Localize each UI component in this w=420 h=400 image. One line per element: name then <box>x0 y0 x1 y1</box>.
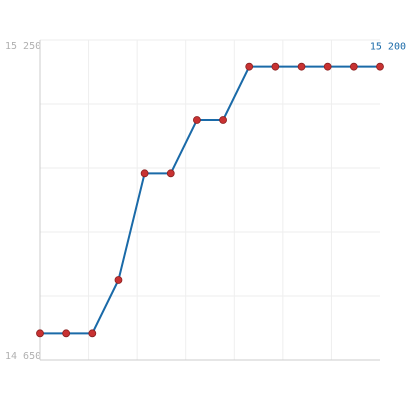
point <box>219 116 227 124</box>
value-label: 15 200 <box>370 42 406 53</box>
point <box>349 62 358 71</box>
y-tick-label: 15 250 <box>5 41 41 52</box>
point <box>36 329 44 338</box>
point <box>140 169 149 178</box>
point <box>88 329 97 338</box>
y-tick-label: 14 650 <box>5 351 41 362</box>
point <box>166 169 175 178</box>
point <box>62 329 71 338</box>
point <box>245 62 254 71</box>
point <box>323 62 332 71</box>
series-line <box>40 65 380 335</box>
point <box>193 116 201 124</box>
point <box>114 276 123 284</box>
point <box>271 62 280 71</box>
point <box>376 62 384 71</box>
point <box>297 62 306 71</box>
